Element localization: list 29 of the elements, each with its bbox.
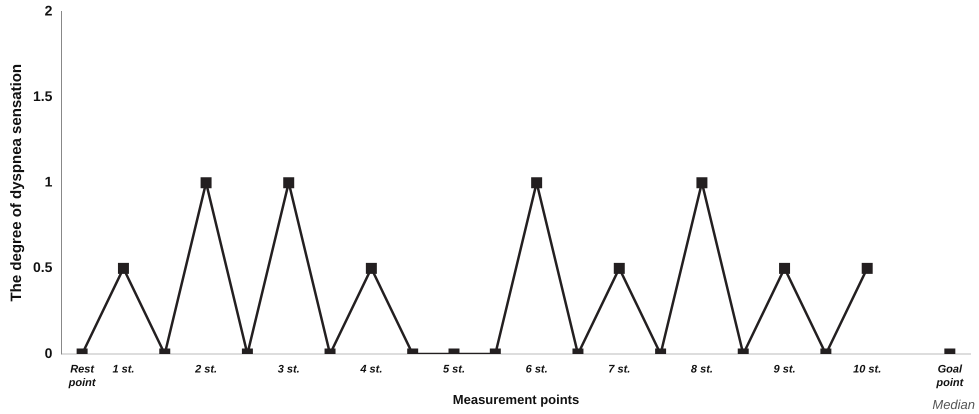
x-axis-title: Measurement points (452, 392, 580, 407)
x-tick-label: Goal point (935, 364, 965, 389)
x-tick-label: 10 st. (853, 364, 882, 376)
point (862, 262, 873, 274)
y-tick-label: 0.5 (32, 259, 53, 276)
point (118, 262, 129, 274)
x-tick-label: 9 st. (774, 364, 796, 376)
x-tick-label: 4 st. (359, 364, 382, 376)
point (614, 262, 625, 274)
x-tick-label: 7 st. (608, 364, 630, 376)
point (779, 262, 790, 274)
x-tick-label: Rest point (68, 364, 97, 389)
point (283, 177, 294, 188)
point (531, 177, 542, 188)
x-tick-label: 1 st. (112, 364, 134, 376)
x-tick-label: 3 st. (278, 364, 300, 376)
y-tick-label: 2 (44, 2, 53, 18)
y-tick-label: 1.5 (32, 88, 53, 104)
y-tick-label: 0 (44, 344, 53, 361)
x-tick-label: 6 st. (526, 364, 548, 376)
y-tick-label: 1 (44, 174, 53, 190)
point (366, 262, 377, 274)
text: Median (932, 397, 975, 412)
x-tick-label: 5 st. (442, 364, 466, 376)
x-tick-label: 8 st. (690, 364, 713, 376)
point (200, 177, 212, 188)
y-axis-title: The degree of dyspnea sensation (8, 64, 26, 302)
x-tick-label: 2 st. (194, 364, 218, 376)
point (696, 177, 708, 188)
